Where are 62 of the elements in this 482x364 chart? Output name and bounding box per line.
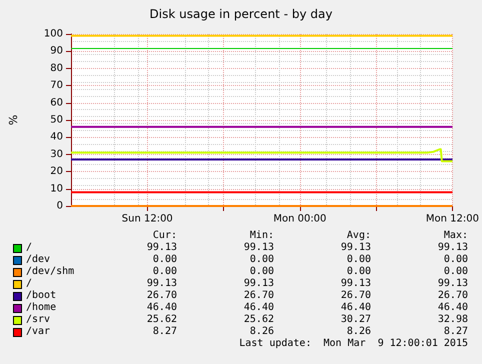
y-tick-label: 100 [44, 28, 63, 40]
y-tick-label: 70 [50, 80, 63, 92]
category-label: /boot [26, 290, 56, 301]
data-label: 26.70 [244, 290, 274, 301]
x-tick-label: Sun 12:00 [122, 214, 173, 224]
data-label: 46.40 [340, 302, 371, 313]
data-label: 8.27 [444, 326, 468, 337]
data-label: 0.00 [250, 254, 274, 265]
data-label: 99.13 [146, 242, 177, 253]
y-tick-label: 90 [50, 46, 63, 57]
text: Cur: [152, 230, 177, 241]
data-label: 0.00 [346, 266, 371, 277]
x-tick-label: Mon 00:00 [273, 214, 326, 224]
data-label: 99.13 [438, 242, 468, 253]
y-tick-label: 40 [50, 132, 63, 143]
y-axis-title: % [7, 114, 20, 126]
data-label: 99.13 [340, 278, 371, 289]
y-tick-label: 60 [50, 97, 63, 108]
data-label: 0.00 [346, 254, 371, 265]
data-label: 8.26 [250, 326, 274, 337]
category-label: /dev/shm [26, 266, 74, 277]
category-label: /srv [26, 314, 50, 325]
data-label: 8.26 [346, 326, 371, 337]
x-tick-label: Mon 12:00 [426, 214, 480, 224]
line-series [70, 148, 454, 162]
category-label: / [26, 278, 32, 289]
y-tick-label: 50 [50, 114, 63, 126]
data-label: 26.70 [146, 290, 177, 301]
data-label: 0.00 [250, 266, 274, 277]
data-label: 46.40 [438, 302, 468, 313]
category-label: /home [26, 302, 56, 313]
data-label: 8.27 [152, 326, 177, 337]
y-tick-label: 0 [56, 200, 63, 212]
data-label: 26.70 [438, 290, 468, 301]
data-label: 46.40 [244, 302, 274, 313]
y-tick-label: 20 [50, 166, 63, 178]
chart-title: Disk usage in percent - by day [150, 7, 332, 21]
data-label: 0.00 [152, 266, 177, 277]
y-tick-label: 30 [50, 148, 63, 160]
text: Last update: Mon Mar 9 12:00:01 2015 [239, 338, 468, 349]
data-label: 0.00 [444, 266, 468, 277]
data-label: 99.13 [438, 278, 468, 289]
data-label: 99.13 [146, 278, 177, 289]
category-label: /dev [26, 254, 50, 265]
data-label: 30.27 [340, 314, 371, 325]
data-label: 0.00 [152, 254, 177, 265]
text: Max: [444, 230, 468, 241]
y-tick-label: 80 [50, 62, 63, 74]
data-label: 99.13 [340, 242, 371, 253]
category-label: / [26, 242, 32, 253]
text: Avg: [346, 230, 371, 241]
data-label: 0.00 [444, 254, 468, 265]
data-label: 46.40 [146, 302, 177, 313]
data-label: 26.70 [340, 290, 371, 301]
data-label: 25.62 [244, 314, 274, 325]
y-tick-label: 10 [50, 183, 63, 194]
data-label: 99.13 [244, 242, 274, 253]
data-label: 32.98 [438, 314, 468, 325]
category-label: /var [26, 326, 50, 337]
text: Min: [250, 230, 274, 241]
data-label: 25.62 [146, 314, 177, 325]
data-label: 99.13 [244, 278, 274, 289]
